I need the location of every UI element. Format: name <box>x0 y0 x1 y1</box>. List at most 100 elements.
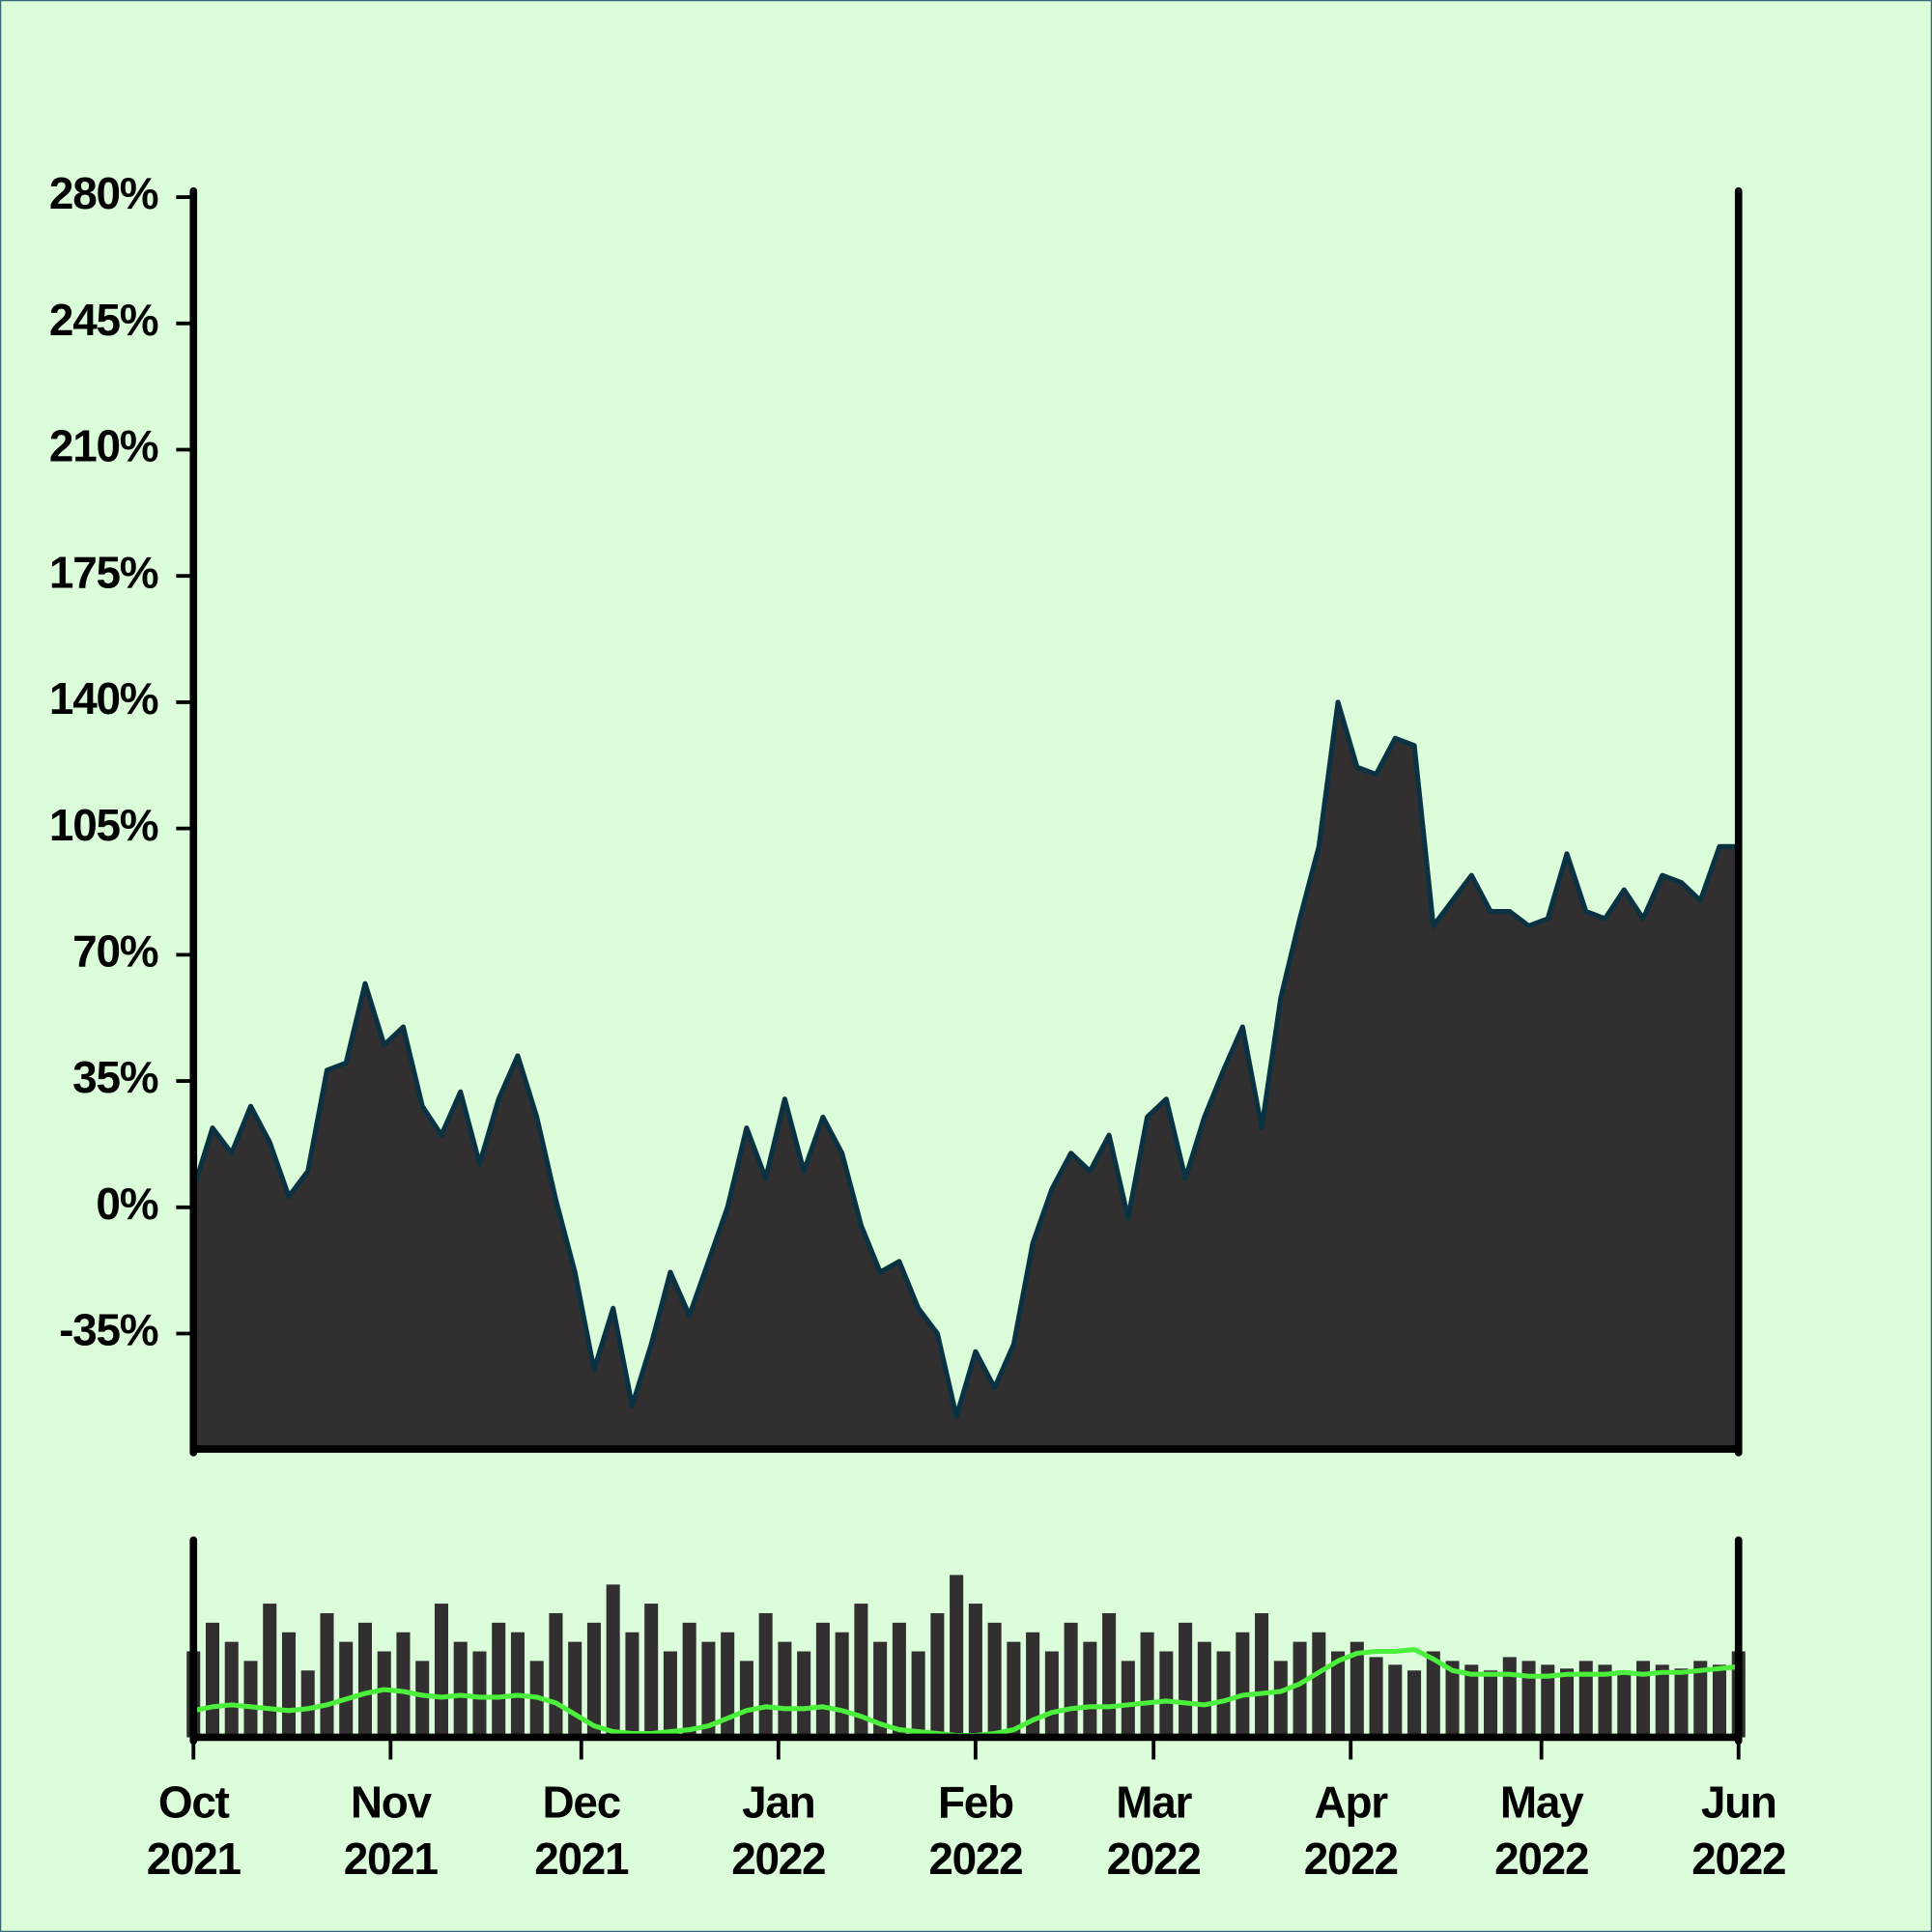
x-tick-label-box: Jan 2022 <box>731 1776 826 1884</box>
volume-bar <box>1197 1641 1211 1738</box>
volume-bar <box>835 1632 849 1738</box>
volume-bar <box>1255 1612 1269 1738</box>
volume-bar <box>778 1641 792 1738</box>
x-tick-label-box: May 2022 <box>1494 1776 1589 1885</box>
volume-bar <box>1521 1661 1536 1738</box>
volume-bar <box>930 1612 945 1738</box>
volume-bar <box>224 1641 239 1738</box>
y-tick-label: 280% <box>49 168 158 218</box>
volume-bar <box>205 1622 220 1738</box>
y-tick-label: 175% <box>49 547 158 597</box>
volume-bar <box>320 1612 334 1738</box>
volume-bar <box>300 1670 315 1738</box>
volume-bar <box>758 1612 773 1738</box>
x-tick-label-box: Jun 2022 <box>1691 1776 1786 1885</box>
volume-bar <box>434 1604 448 1738</box>
volume-bar <box>1179 1622 1193 1738</box>
y-tick-label: -35% <box>59 1305 158 1355</box>
volume-bar <box>549 1612 563 1738</box>
volume-bar <box>1712 1664 1727 1738</box>
volume-bar <box>568 1641 582 1738</box>
volume-bar <box>1560 1668 1575 1738</box>
volume-bar <box>510 1632 525 1738</box>
x-tick-label: Jun 2022 <box>1691 1776 1786 1885</box>
volume-bar <box>911 1651 925 1738</box>
x-tick-label: Nov 2021 <box>343 1776 439 1885</box>
x-tick-label-box: Mar 2022 <box>1106 1776 1202 1885</box>
volume-bar <box>1635 1661 1651 1738</box>
volume-bar <box>644 1604 659 1738</box>
volume-bar <box>1655 1664 1669 1738</box>
volume-bar <box>1312 1632 1326 1738</box>
volume-bar <box>1007 1641 1021 1738</box>
volume-bar <box>263 1604 277 1738</box>
volume-bar <box>1236 1632 1250 1738</box>
volume-bar <box>1140 1632 1154 1738</box>
volume-bar <box>1578 1661 1593 1738</box>
x-tick-label: Feb 2022 <box>928 1776 1023 1885</box>
x-tick-label-box: Oct 2021 <box>146 1776 242 1885</box>
volume-bar <box>453 1641 468 1738</box>
x-tick-label-box: Dec 2021 <box>534 1776 629 1885</box>
area <box>190 699 1742 1452</box>
y-tick-label: 70% <box>72 925 158 976</box>
volume-bar <box>968 1604 982 1738</box>
y-tick-label: 35% <box>72 1052 158 1102</box>
volume-bar <box>357 1622 372 1738</box>
x-tick-label-box: Nov 2021 <box>343 1776 439 1885</box>
volume-bar <box>1159 1651 1174 1738</box>
volume-bar <box>1083 1641 1097 1738</box>
volume-bar <box>1273 1661 1288 1738</box>
volume-bar <box>1026 1632 1040 1738</box>
x-tick-label: Mar 2022 <box>1106 1776 1202 1885</box>
volume-bar <box>663 1651 677 1738</box>
volume-bar <box>815 1622 830 1738</box>
volume-bar <box>415 1661 430 1738</box>
volume-bar <box>1350 1641 1364 1738</box>
volume-bar <box>739 1661 753 1738</box>
volume-bar <box>472 1651 487 1738</box>
x-tick-label: Apr 2022 <box>1303 1776 1399 1885</box>
volume-bar <box>1693 1661 1708 1738</box>
y-tick-label: 105% <box>49 800 158 850</box>
volume-bar <box>1674 1668 1689 1738</box>
volume-bar <box>1464 1664 1479 1738</box>
volume-bar <box>1369 1657 1383 1738</box>
volume-bar <box>1064 1622 1078 1738</box>
volume-bar <box>1484 1670 1498 1738</box>
volume-bar <box>1407 1670 1422 1738</box>
volume-bar <box>606 1584 620 1738</box>
volume-bar <box>1121 1661 1135 1738</box>
volume-bar <box>1388 1664 1403 1738</box>
volume-bar <box>1293 1641 1307 1738</box>
volume-bar <box>987 1622 1002 1738</box>
volume-bar <box>396 1632 411 1738</box>
volume-bar <box>892 1622 906 1738</box>
x-tick-label: May 2022 <box>1494 1776 1589 1885</box>
y-tick-label: 140% <box>49 673 158 724</box>
x-tick-label-box: Apr 2022 <box>1303 1776 1399 1885</box>
volume-bar <box>854 1604 868 1738</box>
volume-bar <box>492 1622 506 1738</box>
volume-bar <box>1044 1651 1059 1738</box>
volume-bar <box>682 1622 696 1738</box>
volume-bar <box>1102 1612 1117 1738</box>
volume-bar <box>625 1632 639 1738</box>
volume-bar <box>1426 1651 1440 1738</box>
volume-bar <box>243 1661 258 1738</box>
volume-bar <box>1541 1664 1555 1738</box>
volume-bar <box>1598 1664 1612 1738</box>
volume-bar <box>721 1632 735 1738</box>
volume-bar <box>701 1641 716 1738</box>
volume-bar <box>1617 1670 1632 1738</box>
volume-bar <box>1331 1651 1346 1738</box>
volume-bar <box>797 1651 811 1738</box>
volume-bar <box>377 1651 391 1738</box>
y-tick-label: 210% <box>49 421 158 471</box>
x-tick-label: Dec 2021 <box>534 1776 629 1885</box>
volume-bar <box>950 1575 964 1738</box>
volume-bar <box>873 1641 888 1738</box>
x-tick-label: Oct 2021 <box>146 1776 242 1885</box>
volume-bar <box>1216 1651 1231 1738</box>
